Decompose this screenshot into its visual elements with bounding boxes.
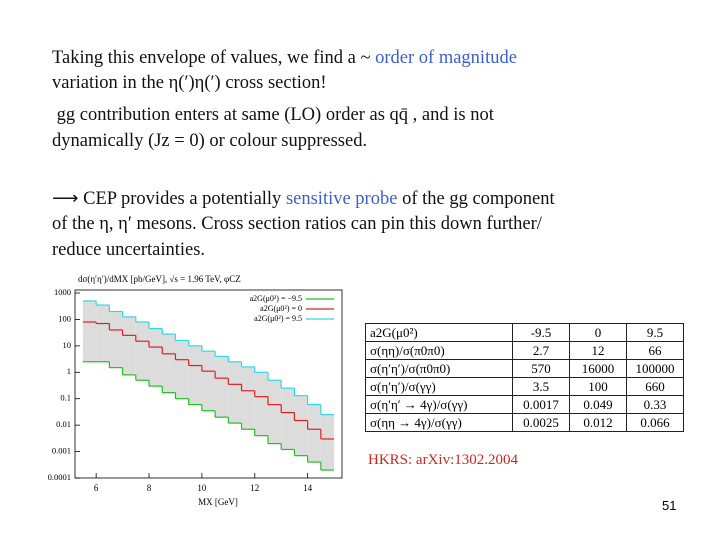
band: [294, 395, 308, 456]
table-row: σ(ηη)/σ(π0π0) 2.7 12 66: [365, 341, 684, 360]
table-cell: 0: [569, 323, 627, 342]
band: [228, 361, 242, 424]
table-cell: σ(ηη)/σ(π0π0): [365, 341, 513, 360]
ratio-table: a2G(μ0²) -9.5 0 9.5 σ(ηη)/σ(π0π0) 2.7 12 66 σ(η′…: [365, 323, 684, 432]
text: of the gg component: [397, 189, 555, 209]
text-line: reduce uncertainties.: [52, 240, 205, 261]
text: gg contribution enters at same (LO) orde…: [52, 105, 494, 125]
text: ⟶ CEP provides a potentially: [52, 189, 286, 209]
y-tick-label: 0.1: [60, 393, 71, 403]
x-axis-label: MX [GeV]: [198, 497, 238, 507]
table-cell: σ(η′η′ → 4γ)/σ(γγ): [365, 395, 513, 414]
text-line: gg contribution enters at same (LO) orde…: [52, 105, 494, 126]
x-tick-label: 10: [197, 483, 207, 493]
y-tick-label: 0.0001: [48, 472, 71, 482]
table-cell: 0.066: [626, 413, 684, 432]
text: of the η, η′ mesons. Cross section ratio…: [52, 214, 542, 234]
table-row: σ(η′η′)/σ(γγ) 3.5 100 660: [365, 377, 684, 396]
table-cell: 0.0025: [512, 413, 570, 432]
x-tick-label: 8: [147, 483, 152, 493]
text: reduce uncertainties.: [52, 240, 206, 260]
band: [149, 328, 163, 387]
highlight: sensitive probe: [285, 189, 398, 209]
table-cell: 9.5: [626, 323, 684, 342]
table-cell: 0.049: [569, 395, 627, 414]
x-tick-label: 12: [250, 483, 259, 493]
band: [241, 366, 255, 430]
y-tick-label: 100: [58, 313, 71, 323]
table-cell: σ(ηη → 4γ)/σ(γγ): [365, 413, 513, 432]
reference: HKRS: arXiv:1302.2004: [368, 452, 518, 468]
plot-frame: [74, 289, 343, 479]
table-cell: 100000: [626, 359, 684, 378]
band: [135, 321, 150, 381]
table-cell: 0.33: [626, 395, 684, 414]
table-cell: -9.5: [512, 323, 570, 342]
band: [188, 345, 202, 405]
band: [320, 414, 335, 471]
y-tick-label: 1000: [54, 287, 71, 297]
x-tick-label: 14: [303, 483, 313, 493]
band: [175, 340, 189, 399]
band: [215, 356, 229, 418]
table-row: σ(ηη → 4γ)/σ(γγ) 0.0025 0.012 0.066: [365, 413, 684, 432]
table-row: a2G(μ0²) -9.5 0 9.5: [365, 323, 684, 342]
band: [281, 388, 295, 450]
legend-label: a2G(μ0²) = 9.5: [254, 314, 302, 323]
page-number: 51: [662, 498, 677, 513]
table-cell: σ(η′η′)/σ(γγ): [365, 377, 513, 396]
table-row: σ(η′η′)/σ(π0π0) 570 16000 100000: [365, 359, 684, 378]
legend-label: a2G(μ0²) = −9.5: [250, 294, 302, 303]
text: dynamically (Jz = 0) or colour suppresse…: [52, 131, 368, 151]
text: variation in the η(′)η(′) cross section!: [52, 73, 327, 93]
y-tick-label: 0.01: [56, 419, 71, 429]
table-cell: σ(η′η′)/σ(π0π0): [365, 359, 513, 378]
table-cell: 660: [626, 377, 684, 396]
y-tick-label: 0.001: [52, 446, 71, 456]
band: [254, 372, 268, 436]
band: [201, 351, 216, 411]
y-tick-label: 1: [67, 366, 71, 376]
band: [122, 316, 136, 375]
band: [96, 305, 110, 362]
text-line: dynamically (Jz = 0) or colour suppresse…: [52, 131, 367, 152]
text-line: of the η, η′ mesons. Cross section ratio…: [52, 214, 542, 235]
table-cell: 2.7: [512, 341, 570, 360]
table-row: σ(η′η′ → 4γ)/σ(γγ) 0.0017 0.049 0.33: [365, 395, 684, 414]
text: Taking this envelope of values, we find …: [52, 48, 376, 68]
text-line: Taking this envelope of values, we find …: [52, 48, 517, 69]
table-cell: 66: [626, 341, 684, 360]
table-cell: 3.5: [512, 377, 570, 396]
band: [267, 380, 282, 444]
text-line: ⟶ CEP provides a potentially sensitive p…: [52, 188, 555, 210]
table-cell: 16000: [569, 359, 627, 378]
table-cell: 0.0017: [512, 395, 570, 414]
legend-label: a2G(μ0²) = 0: [260, 304, 302, 313]
y-tick-label: 10: [63, 340, 72, 350]
band: [162, 334, 176, 393]
table-cell: 100: [569, 377, 627, 396]
table-cell: 0.012: [569, 413, 627, 432]
table-cell: 12: [569, 341, 627, 360]
chart-title: dσ(η′η′)/dMX [pb/GeV], √s = 1.96 TeV, φC…: [78, 274, 241, 284]
highlight: order of magnitude: [375, 48, 517, 68]
band: [82, 300, 97, 362]
x-tick-label: 6: [94, 483, 99, 493]
table-cell: a2G(μ0²): [365, 323, 513, 342]
band: [307, 404, 321, 463]
table-cell: 570: [512, 359, 570, 378]
band: [109, 311, 123, 368]
text-line: variation in the η(′)η(′) cross section!: [52, 73, 327, 94]
